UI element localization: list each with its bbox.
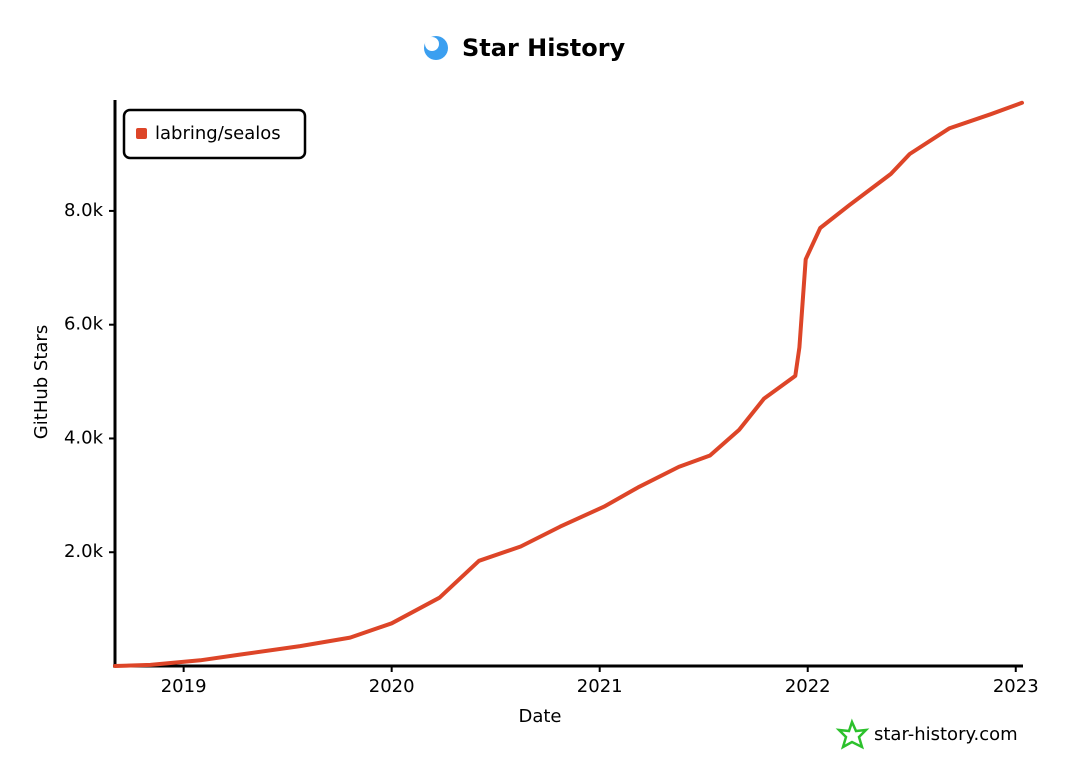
watermark: star-history.com bbox=[874, 724, 1018, 745]
y-tick-label: 4.0k bbox=[64, 427, 104, 448]
series-line bbox=[113, 100, 1024, 668]
x-axis-label: Date bbox=[518, 706, 561, 727]
legend-swatch bbox=[136, 128, 147, 139]
y-tick-label: 6.0k bbox=[64, 314, 104, 335]
x-tick-label: 2022 bbox=[785, 676, 831, 697]
y-tick-label: 8.0k bbox=[64, 200, 104, 221]
x-tick-label: 2019 bbox=[161, 676, 207, 697]
chart-title: Star History bbox=[462, 34, 626, 62]
x-tick-label: 2020 bbox=[369, 676, 415, 697]
legend-label: labring/sealos bbox=[155, 123, 281, 144]
legend-box bbox=[122, 108, 307, 160]
logo bbox=[424, 36, 448, 60]
x-tick-label: 2023 bbox=[993, 676, 1039, 697]
watermark-icon bbox=[835, 718, 870, 750]
y-axis-label: GitHub Stars bbox=[31, 325, 52, 439]
x-tick-label: 2021 bbox=[577, 676, 623, 697]
y-tick-label: 2.0k bbox=[64, 541, 104, 562]
